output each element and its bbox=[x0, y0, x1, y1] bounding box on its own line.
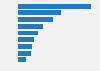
Bar bbox=[18, 24, 43, 29]
Bar bbox=[18, 37, 34, 42]
Bar bbox=[18, 17, 53, 22]
Bar bbox=[18, 44, 32, 49]
Bar bbox=[18, 57, 26, 62]
Bar bbox=[18, 31, 38, 35]
Bar bbox=[18, 51, 31, 56]
Bar bbox=[18, 4, 91, 9]
Bar bbox=[18, 10, 61, 15]
